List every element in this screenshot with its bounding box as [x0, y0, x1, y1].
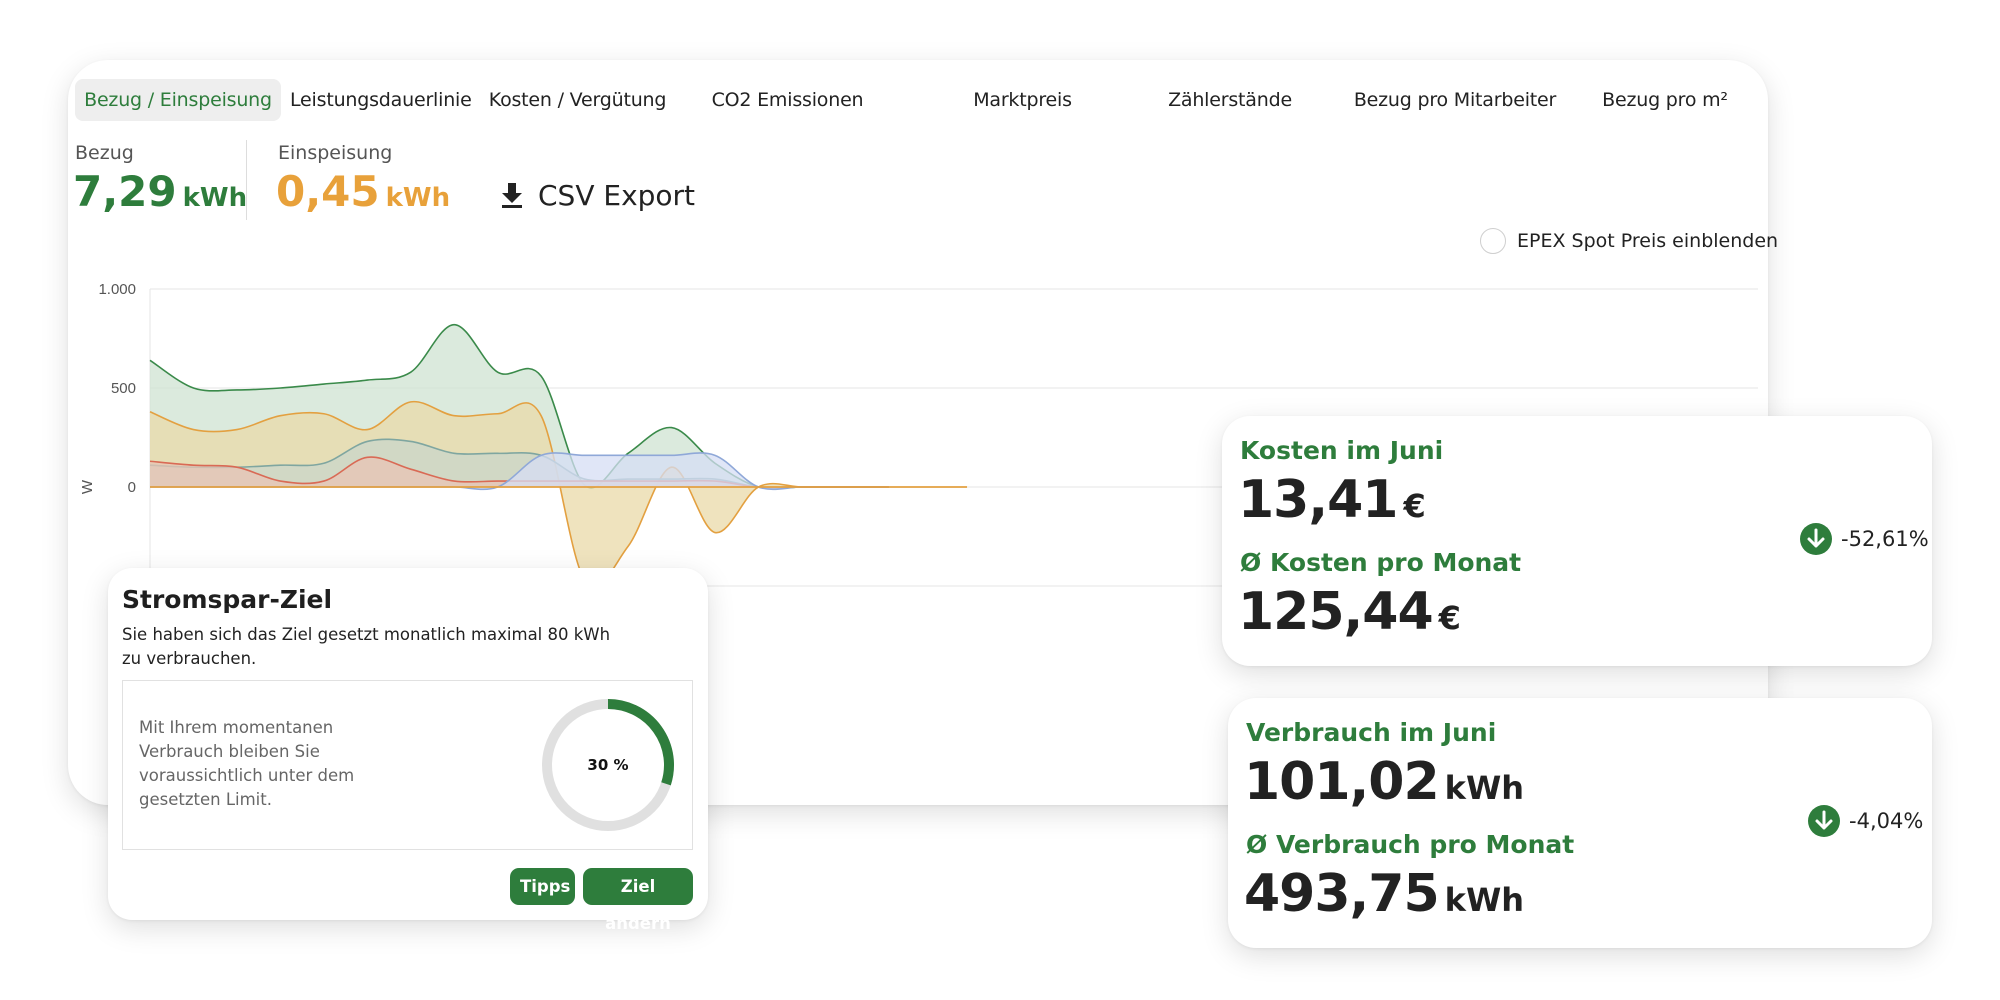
avg-usage-number: 493,75 [1244, 864, 1440, 924]
arrow-down-icon [1800, 523, 1832, 555]
avg-cost-title: Ø Kosten pro Monat [1240, 548, 1522, 577]
epex-radio[interactable] [1480, 228, 1506, 254]
einspeisung-unit: kWh [385, 183, 451, 213]
download-icon [502, 183, 522, 208]
tab-bezug-pro-m2[interactable]: Bezug pro m² [1602, 89, 1728, 111]
bezug-value: 7,29 kWh [73, 167, 247, 216]
tab-marktpreis[interactable]: Marktpreis [973, 89, 1072, 111]
csv-export-button[interactable]: CSV Export [500, 175, 695, 215]
y-tick-label: 1.000 [98, 281, 136, 298]
stats-divider [246, 140, 247, 220]
tab-kosten-verguetung[interactable]: Kosten / Vergütung [488, 89, 667, 111]
avg-cost-unit: € [1438, 599, 1461, 637]
change-goal-button[interactable]: Ziel ändern [583, 868, 693, 933]
usage-unit: kWh [1444, 769, 1525, 807]
cost-title: Kosten im Juni [1240, 436, 1444, 465]
csv-export-label: CSV Export [538, 178, 696, 212]
cost-trend-value: -52,61% [1841, 527, 1929, 551]
avg-usage-title: Ø Verbrauch pro Monat [1246, 830, 1575, 859]
series-area-3 [150, 457, 889, 488]
usage-trend-value: -4,04% [1849, 809, 1924, 833]
chart-areas [149, 323, 968, 588]
tab-co2-emissionen[interactable]: CO2 Emissionen [711, 89, 864, 111]
tab-bezug-pro-mitarbeiter[interactable]: Bezug pro Mitarbeiter [1353, 89, 1557, 111]
bezug-unit: kWh [182, 183, 248, 213]
chart-tabs: Bezug / Einspeisung Leistungsdauerlinie … [75, 79, 1755, 121]
einspeisung-label: Einspeisung [278, 142, 393, 164]
usage-trend: -4,04% [1808, 805, 1923, 837]
usage-value: 101,02 kWh [1244, 752, 1524, 812]
goal-status-box [122, 680, 693, 850]
bezug-number: 7,29 [73, 167, 177, 216]
donut-progress-arc [607, 699, 674, 786]
avg-cost-value: 125,44 € [1238, 582, 1461, 642]
consumption-chart: 1.0005000W1.06:0007:0008:0009:0010:0000 [79, 281, 1758, 740]
bezug-label: Bezug [75, 142, 134, 164]
avg-usage-value: 493,75 kWh [1244, 864, 1524, 924]
tips-button[interactable]: Tipps [510, 868, 575, 905]
goal-progress-donut [542, 699, 674, 831]
tab-zaehlerstaende[interactable]: Zählerstände [1168, 89, 1292, 111]
tab-bezug-einspeisung[interactable]: Bezug / Einspeisung [75, 79, 281, 121]
goal-title: Stromspar-Ziel [122, 585, 333, 614]
epex-label: EPEX Spot Preis einblenden [1517, 230, 1779, 252]
savings-goal-card [108, 568, 708, 920]
goal-status-text: Mit Ihrem momentanen Verbrauch bleiben S… [139, 718, 355, 809]
avg-cost-number: 125,44 [1238, 582, 1434, 642]
y-tick-label: 0 [128, 479, 136, 496]
einspeisung-number: 0,45 [276, 167, 380, 216]
y-axis-label: W [79, 479, 96, 494]
usage-title: Verbrauch im Juni [1246, 718, 1497, 747]
tab-leistungsdauerlinie[interactable]: Leistungsdauerlinie [290, 89, 472, 111]
epex-spot-toggle[interactable]: EPEX Spot Preis einblenden [1480, 228, 1778, 254]
cost-trend: -52,61% [1800, 523, 1929, 555]
cost-unit: € [1403, 487, 1426, 525]
series-area-1 [150, 401, 889, 587]
arrow-down-icon [1808, 805, 1840, 837]
cost-value: 13,41 € [1238, 470, 1426, 530]
chart-ticks: 1.0005000W1.06:0007:0008:0009:0010:0000 [79, 281, 136, 496]
goal-progress-label: 30 % [587, 756, 629, 774]
cost-number: 13,41 [1238, 470, 1398, 530]
y-tick-label: 500 [111, 380, 136, 397]
einspeisung-value: 0,45 kWh [276, 167, 450, 216]
avg-usage-unit: kWh [1444, 881, 1525, 919]
goal-description: Sie haben sich das Ziel gesetzt monatlic… [122, 625, 611, 668]
usage-number: 101,02 [1244, 752, 1440, 812]
